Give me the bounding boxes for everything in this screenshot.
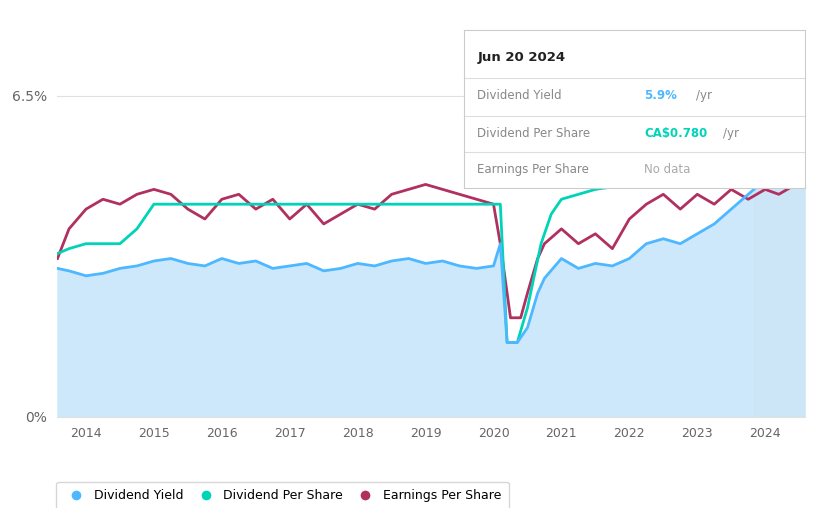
Text: Earnings Per Share: Earnings Per Share (478, 164, 589, 176)
Text: CA$0.780: CA$0.780 (644, 127, 708, 140)
Bar (754, 61, 805, 417)
Legend: Dividend Yield, Dividend Per Share, Earnings Per Share: Dividend Yield, Dividend Per Share, Earn… (57, 482, 509, 508)
Text: Dividend Yield: Dividend Yield (478, 89, 562, 102)
Text: Dividend Per Share: Dividend Per Share (478, 127, 590, 140)
Text: /yr: /yr (695, 89, 712, 102)
Text: No data: No data (644, 164, 690, 176)
Text: Jun 20 2024: Jun 20 2024 (478, 51, 566, 64)
Text: /yr: /yr (722, 127, 739, 140)
Text: Past: Past (762, 100, 788, 113)
Text: 5.9%: 5.9% (644, 89, 677, 102)
